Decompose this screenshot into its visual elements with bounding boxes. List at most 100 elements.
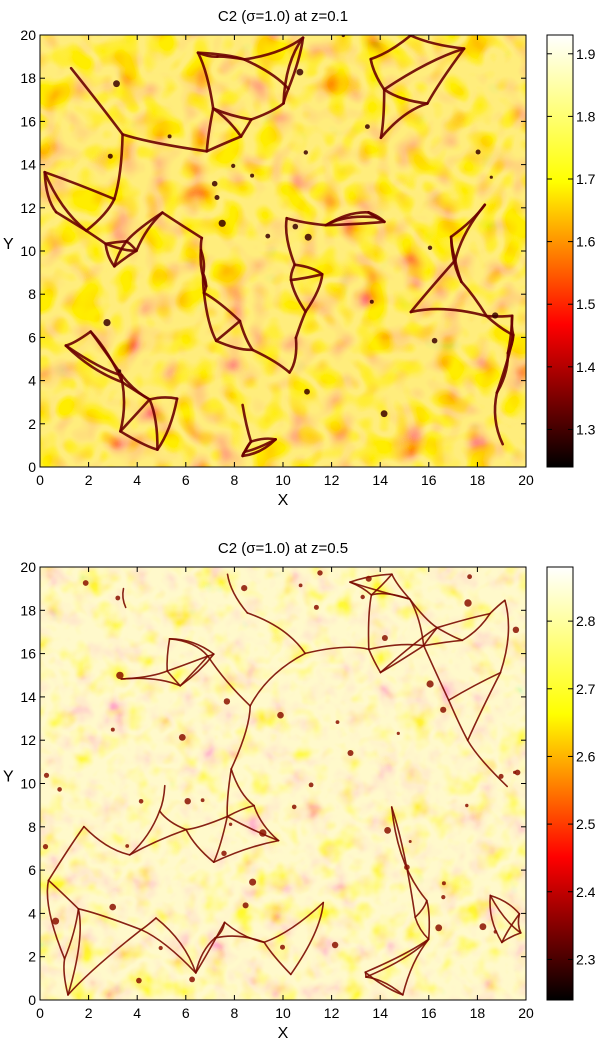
intergranular-lane <box>364 938 430 973</box>
intergranular-lane <box>426 47 466 105</box>
vortex-spot <box>441 881 446 886</box>
vortex-spot <box>512 626 520 633</box>
intergranular-lane <box>499 599 510 674</box>
intergranular-lane <box>166 655 209 672</box>
x-tick-label: 12 <box>324 472 340 488</box>
intergranular-lane <box>379 626 438 674</box>
y-tick-label: 8 <box>28 819 36 835</box>
vortex-spot <box>296 68 304 76</box>
x-tick-label: 6 <box>182 472 190 488</box>
y-tick-label: 20 <box>20 559 36 575</box>
heatmap-image <box>40 35 526 467</box>
intergranular-lane <box>54 210 88 232</box>
vortex-spot <box>304 233 312 241</box>
y-tick-label: 10 <box>20 776 36 792</box>
intergranular-lane <box>368 648 382 674</box>
vortex-spot <box>113 80 120 88</box>
colorbar-tick-label: 1.7 <box>576 171 596 187</box>
vortex-spot <box>440 706 447 713</box>
intergranular-lane <box>148 398 159 451</box>
intergranular-lane <box>382 47 466 91</box>
intergranular-lane <box>364 971 404 996</box>
vortex-spot <box>475 149 481 155</box>
vortex-spot <box>167 134 172 139</box>
vortex-spot <box>184 798 191 805</box>
vortex-spot <box>277 711 284 719</box>
intergranular-lane <box>83 825 131 856</box>
vortex-spot <box>464 599 472 607</box>
y-tick-label: 4 <box>28 905 36 921</box>
vortex-spot <box>259 829 267 837</box>
x-tick-label: 0 <box>36 472 44 488</box>
intergranular-lane <box>179 655 209 687</box>
vortex-spot <box>404 864 410 870</box>
intergranular-lane <box>370 573 393 596</box>
vortex-spot <box>467 574 472 580</box>
y-axis-label: Y <box>3 236 14 253</box>
intergranular-lane <box>129 828 187 856</box>
intergranular-lane <box>226 804 255 818</box>
intergranular-lane <box>155 917 197 974</box>
intergranular-lane <box>122 587 127 609</box>
y-tick-label: 12 <box>20 200 36 216</box>
colorbar-tick-label: 2.6 <box>576 748 596 764</box>
intergranular-lane <box>263 941 292 976</box>
intergranular-lane <box>409 307 488 318</box>
intergranular-lane <box>216 55 246 61</box>
intergranular-lane <box>493 391 504 446</box>
colorbar-tick-label: 2.5 <box>576 816 596 832</box>
vortex-spot <box>110 727 115 732</box>
intergranular-lane <box>104 242 116 268</box>
vortex-spot <box>57 787 62 792</box>
vortex-spot <box>426 680 434 688</box>
intergranular-lane <box>185 815 229 831</box>
x-tick-label: 18 <box>470 472 486 488</box>
vortex-spot <box>514 769 521 776</box>
intergranular-lane <box>135 211 164 253</box>
intergranular-lane <box>436 612 491 629</box>
x-tick-label: 4 <box>133 472 141 488</box>
intergranular-lane <box>46 879 66 960</box>
intergranular-lane <box>426 899 431 940</box>
intergranular-lane <box>368 643 425 651</box>
vortex-spot <box>200 798 205 803</box>
intergranular-lane <box>304 646 370 655</box>
intergranular-lane <box>104 242 138 253</box>
x-tick-label: 6 <box>182 1005 190 1021</box>
intergranular-lane <box>289 273 324 282</box>
y-tick-label: 8 <box>28 286 36 302</box>
intergranular-lane <box>304 273 324 313</box>
intergranular-lane <box>349 581 411 600</box>
intergranular-lane <box>213 815 229 863</box>
x-tick-label: 20 <box>518 1005 534 1021</box>
intergranular-lane <box>140 928 197 974</box>
intergranular-lane <box>119 380 126 433</box>
x-axis-label: X <box>278 1025 289 1042</box>
vortex-spot <box>241 585 248 592</box>
intergranular-lane <box>391 573 411 600</box>
intergranular-lane <box>166 638 171 672</box>
vortex-spot <box>242 902 249 909</box>
intergranular-lane <box>185 828 215 863</box>
vortex-spot <box>308 782 314 788</box>
vortex-spot <box>231 163 236 168</box>
x-tick-label: 0 <box>36 1005 44 1021</box>
vortex-spot <box>498 773 504 779</box>
intergranular-lane <box>454 203 487 262</box>
vortex-spot <box>136 977 142 984</box>
intergranular-lane <box>506 333 515 355</box>
intergranular-lane <box>226 573 249 614</box>
intergranular-lane <box>168 638 215 655</box>
intergranular-lane <box>196 51 215 110</box>
intergranular-lane <box>120 677 181 687</box>
intergranular-lane <box>461 612 491 642</box>
colorbar-tick-label: 1.3 <box>576 421 596 437</box>
vortex-spot <box>365 124 370 129</box>
intergranular-lane <box>161 211 204 240</box>
intergranular-lane <box>230 768 255 807</box>
x-tick-label: 16 <box>421 1005 437 1021</box>
vortex-spot <box>435 924 443 932</box>
intergranular-lane <box>213 839 280 863</box>
colorbar: 1.3 1.4 1.5 1.6 1.7 1.8 1.9 <box>546 34 596 468</box>
intergranular-lane <box>288 336 298 374</box>
